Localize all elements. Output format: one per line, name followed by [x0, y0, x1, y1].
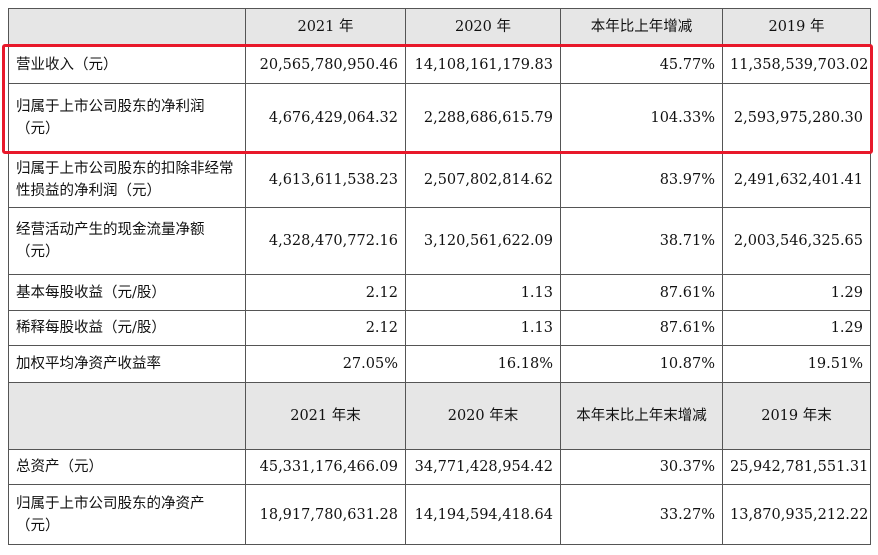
value-cell: 10.87% [560, 345, 723, 383]
header-cell-2019: 2019 年 [722, 8, 871, 46]
value-cell: 30.37% [560, 449, 723, 485]
value-cell: 14,194,594,418.64 [405, 484, 561, 545]
value-cell: 45.77% [560, 45, 723, 84]
header-cell-2020-end: 2020 年末 [405, 382, 561, 450]
row-label: 归属于上市公司股东的净利润（元） [8, 83, 246, 152]
table-row: 归属于上市公司股东的净资产（元） 18,917,780,631.28 14,19… [8, 484, 871, 545]
value-cell: 11,358,539,703.02 [722, 45, 871, 84]
header-row-annual: 2021 年 2020 年 本年比上年增减 2019 年 [8, 8, 871, 46]
value-cell: 1.29 [722, 274, 871, 311]
row-label: 营业收入（元） [8, 45, 246, 84]
financial-summary-table: 2021 年 2020 年 本年比上年增减 2019 年 营业收入（元） 20,… [8, 8, 871, 545]
value-cell: 2,491,632,401.41 [722, 151, 871, 208]
header-row-year-end: 2021 年末 2020 年末 本年末比上年末增减 2019 年末 [8, 382, 871, 450]
value-cell: 83.97% [560, 151, 723, 208]
value-cell: 4,328,470,772.16 [245, 207, 406, 275]
value-cell: 87.61% [560, 274, 723, 311]
table-row: 稀释每股收益（元/股） 2.12 1.13 87.61% 1.29 [8, 310, 871, 346]
row-label: 基本每股收益（元/股） [8, 274, 246, 311]
value-cell: 2.12 [245, 274, 406, 311]
value-cell: 2,003,546,325.65 [722, 207, 871, 275]
table-row: 经营活动产生的现金流量净额（元） 4,328,470,772.16 3,120,… [8, 207, 871, 275]
row-label: 稀释每股收益（元/股） [8, 310, 246, 346]
header-cell-2021-end: 2021 年末 [245, 382, 406, 450]
row-label: 归属于上市公司股东的净资产（元） [8, 484, 246, 545]
value-cell: 4,613,611,538.23 [245, 151, 406, 208]
value-cell: 2,507,802,814.62 [405, 151, 561, 208]
value-cell: 2.12 [245, 310, 406, 346]
value-cell: 27.05% [245, 345, 406, 383]
table-row: 归属于上市公司股东的扣除非经常性损益的净利润（元） 4,613,611,538.… [8, 151, 871, 208]
value-cell: 1.29 [722, 310, 871, 346]
table-row: 基本每股收益（元/股） 2.12 1.13 87.61% 1.29 [8, 274, 871, 311]
value-cell: 16.18% [405, 345, 561, 383]
value-cell: 18,917,780,631.28 [245, 484, 406, 545]
value-cell: 33.27% [560, 484, 723, 545]
header-cell-2019-end: 2019 年末 [722, 382, 871, 450]
value-cell: 87.61% [560, 310, 723, 346]
value-cell: 38.71% [560, 207, 723, 275]
value-cell: 2,593,975,280.30 [722, 83, 871, 152]
value-cell: 104.33% [560, 83, 723, 152]
header-cell-empty [8, 8, 246, 46]
table-row: 总资产（元） 45,331,176,466.09 34,771,428,954.… [8, 449, 871, 485]
header-cell-2021: 2021 年 [245, 8, 406, 46]
value-cell: 14,108,161,179.83 [405, 45, 561, 84]
row-label: 归属于上市公司股东的扣除非经常性损益的净利润（元） [8, 151, 246, 208]
value-cell: 2,288,686,615.79 [405, 83, 561, 152]
header-cell-change-end: 本年末比上年末增减 [560, 382, 723, 450]
value-cell: 45,331,176,466.09 [245, 449, 406, 485]
table-row: 加权平均净资产收益率 27.05% 16.18% 10.87% 19.51% [8, 345, 871, 383]
value-cell: 1.13 [405, 310, 561, 346]
value-cell: 13,870,935,212.22 [722, 484, 871, 545]
value-cell: 25,942,781,551.31 [722, 449, 871, 485]
value-cell: 1.13 [405, 274, 561, 311]
value-cell: 34,771,428,954.42 [405, 449, 561, 485]
header-cell-2020: 2020 年 [405, 8, 561, 46]
value-cell: 20,565,780,950.46 [245, 45, 406, 84]
value-cell: 4,676,429,064.32 [245, 83, 406, 152]
table-row: 营业收入（元） 20,565,780,950.46 14,108,161,179… [8, 45, 871, 84]
row-label: 经营活动产生的现金流量净额（元） [8, 207, 246, 275]
header-cell-change: 本年比上年增减 [560, 8, 723, 46]
value-cell: 19.51% [722, 345, 871, 383]
row-label: 加权平均净资产收益率 [8, 345, 246, 383]
table-row: 归属于上市公司股东的净利润（元） 4,676,429,064.32 2,288,… [8, 83, 871, 152]
value-cell: 3,120,561,622.09 [405, 207, 561, 275]
header-cell-empty [8, 382, 246, 450]
row-label: 总资产（元） [8, 449, 246, 485]
